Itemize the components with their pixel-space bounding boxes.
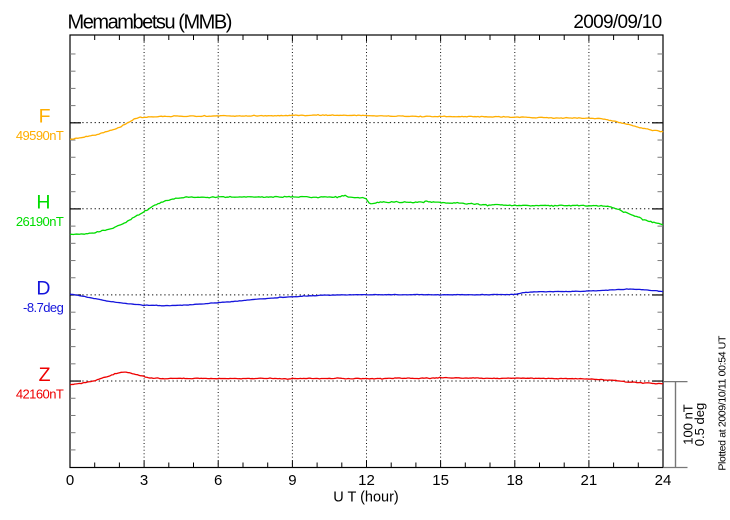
svg-text:49590nT: 49590nT xyxy=(16,128,64,143)
svg-text:H: H xyxy=(36,192,50,214)
svg-text:100 nT: 100 nT xyxy=(681,404,696,445)
svg-text:Memambetsu (MMB): Memambetsu (MMB) xyxy=(68,12,232,34)
svg-text:0.5 deg: 0.5 deg xyxy=(692,403,707,446)
svg-text:12: 12 xyxy=(358,472,375,489)
svg-text:42160nT: 42160nT xyxy=(16,386,64,401)
svg-text:Plotted at 2009/10/11 00:54 UT: Plotted at 2009/10/11 00:54 UT xyxy=(716,335,728,471)
svg-text:26190nT: 26190nT xyxy=(16,214,64,229)
svg-text:21: 21 xyxy=(581,472,598,489)
svg-text:D: D xyxy=(36,278,50,300)
svg-text:6: 6 xyxy=(214,472,222,489)
svg-text:24: 24 xyxy=(655,472,672,489)
svg-text:15: 15 xyxy=(432,472,449,489)
svg-text:9: 9 xyxy=(288,472,296,489)
svg-text:2009/09/10: 2009/09/10 xyxy=(573,12,661,33)
svg-text:Z: Z xyxy=(39,364,51,386)
svg-text:3: 3 xyxy=(140,472,148,489)
svg-text:0: 0 xyxy=(66,472,74,489)
svg-text:-8.7deg: -8.7deg xyxy=(23,300,64,315)
svg-text:F: F xyxy=(39,105,51,127)
svg-text:U T (hour): U T (hour) xyxy=(333,490,399,506)
svg-text:18: 18 xyxy=(506,472,523,489)
